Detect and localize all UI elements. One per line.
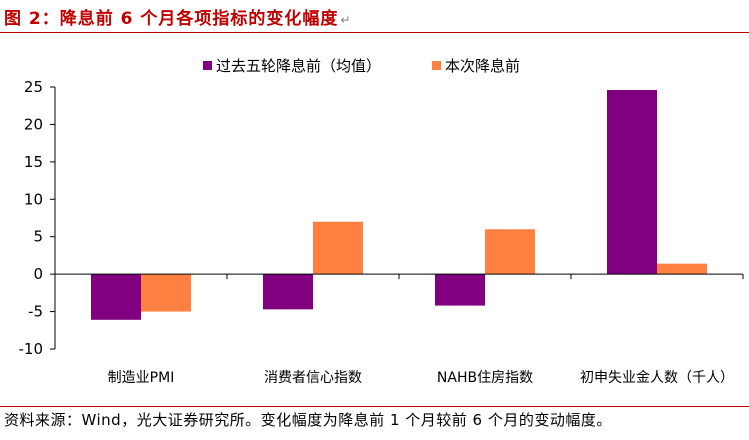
- x-category-label: 消费者信心指数: [264, 370, 362, 386]
- bar-series-1: [91, 274, 141, 320]
- y-tick-label: 0: [33, 265, 43, 283]
- bar-chart: 过去五轮降息前（均值） 本次降息前 -10 -5 0 5 10 15 20 25 制造业PMI 消费…: [19, 57, 744, 386]
- figure-title-text: 图 2：降息前 6 个月各项指标的变化幅度: [4, 9, 339, 29]
- chart-area: 过去五轮降息前（均值） 本次降息前 -10 -5 0 5 10 15 20 25 制造业PMI 消费…: [0, 36, 749, 402]
- legend-swatch: [203, 61, 212, 70]
- bar-series-2: [657, 263, 707, 275]
- legend-label: 过去五轮降息前（均值）: [216, 57, 381, 75]
- source-note: 资料来源：Wind，光大证券研究所。变化幅度为降息前 1 个月较前 6 个月的变…: [4, 411, 612, 429]
- bar-series-2: [485, 229, 535, 275]
- legend-swatch: [432, 61, 441, 70]
- x-category-label: NAHB住房指数: [437, 370, 533, 386]
- y-tick-label: 25: [24, 78, 43, 96]
- source-divider: [0, 406, 749, 407]
- x-category-label: 制造业PMI: [108, 370, 175, 386]
- figure-title: 图 2：降息前 6 个月各项指标的变化幅度 ↵: [4, 4, 351, 29]
- y-tick-label: 10: [24, 190, 43, 208]
- chart-bars: [91, 89, 707, 320]
- legend-label: 本次降息前: [445, 57, 520, 75]
- y-tick-label: 15: [24, 153, 43, 171]
- y-tick-label: -5: [28, 303, 43, 321]
- y-tick-label: 20: [24, 115, 43, 133]
- bar-series-2: [313, 221, 363, 275]
- bar-series-2: [141, 274, 191, 312]
- bar-series-1: [435, 274, 485, 306]
- y-tick-label: 5: [33, 228, 43, 246]
- title-divider: [0, 32, 749, 33]
- figure-header: 图 2：降息前 6 个月各项指标的变化幅度 ↵: [0, 0, 749, 34]
- chart-axes: -10 -5 0 5 10 15 20 25 制造业PMI 消费者信心指数 NAHB住房指数 初申失业…: [19, 78, 744, 386]
- x-category-label: 初申失业金人数（千人）: [580, 369, 734, 386]
- bar-series-1: [263, 274, 313, 310]
- bar-series-1: [607, 89, 657, 275]
- y-tick-label: -10: [19, 340, 44, 358]
- return-mark-icon: ↵: [340, 13, 352, 27]
- chart-legend: 过去五轮降息前（均值） 本次降息前: [203, 57, 520, 75]
